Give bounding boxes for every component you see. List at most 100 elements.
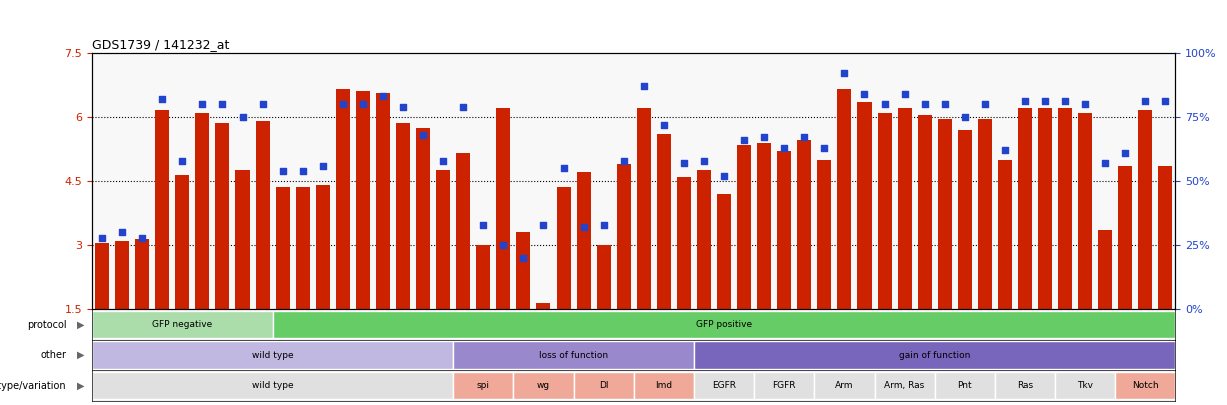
Bar: [396, 123, 410, 309]
Point: [152, 96, 172, 102]
Bar: [978, 119, 991, 309]
Bar: [1115, 372, 1175, 399]
Text: wild type: wild type: [252, 381, 293, 390]
Point: [995, 147, 1015, 153]
Point: [113, 229, 133, 236]
Text: GFP positive: GFP positive: [696, 320, 752, 329]
Point: [233, 114, 253, 120]
Point: [1015, 98, 1034, 104]
Bar: [958, 130, 972, 309]
Bar: [1139, 111, 1152, 309]
Text: Ras: Ras: [1017, 381, 1033, 390]
Bar: [898, 108, 912, 309]
Text: gain of function: gain of function: [899, 351, 971, 360]
Bar: [677, 177, 691, 309]
Point: [92, 234, 112, 241]
Point: [353, 101, 373, 107]
Point: [875, 101, 894, 107]
Point: [293, 168, 313, 174]
Point: [714, 173, 734, 179]
Bar: [577, 173, 590, 309]
Bar: [92, 341, 453, 369]
Text: GFP negative: GFP negative: [152, 320, 212, 329]
Text: other: other: [40, 350, 66, 360]
Point: [1135, 98, 1155, 104]
Bar: [995, 372, 1055, 399]
Text: ▶: ▶: [77, 381, 85, 391]
Point: [393, 103, 412, 110]
Text: Notch: Notch: [1133, 381, 1158, 390]
Text: genotype/variation: genotype/variation: [0, 381, 66, 391]
Point: [454, 103, 474, 110]
Bar: [175, 175, 189, 309]
Bar: [1058, 108, 1072, 309]
Bar: [195, 113, 210, 309]
Bar: [456, 153, 470, 309]
Point: [1096, 160, 1115, 166]
Point: [614, 157, 633, 164]
Text: loss of function: loss of function: [539, 351, 609, 360]
Text: Arm, Ras: Arm, Ras: [885, 381, 925, 390]
Bar: [1098, 230, 1112, 309]
Bar: [255, 121, 270, 309]
Point: [1075, 101, 1094, 107]
Point: [272, 168, 292, 174]
Text: Dl: Dl: [599, 381, 609, 390]
Point: [894, 90, 914, 97]
Bar: [276, 188, 290, 309]
Point: [674, 160, 693, 166]
Point: [975, 101, 995, 107]
Bar: [453, 341, 694, 369]
Point: [755, 134, 774, 141]
Bar: [92, 311, 272, 339]
Point: [333, 101, 352, 107]
Point: [955, 114, 974, 120]
Point: [413, 132, 433, 138]
Bar: [697, 171, 710, 309]
Bar: [694, 372, 755, 399]
Text: wg: wg: [537, 381, 550, 390]
Bar: [877, 113, 892, 309]
Bar: [1038, 108, 1052, 309]
Bar: [935, 372, 995, 399]
Bar: [798, 141, 811, 309]
Bar: [496, 108, 510, 309]
Bar: [737, 145, 751, 309]
Bar: [557, 188, 571, 309]
Point: [373, 93, 393, 100]
Point: [433, 157, 453, 164]
Point: [493, 242, 513, 249]
Point: [594, 222, 614, 228]
Text: ▶: ▶: [77, 320, 85, 330]
Bar: [272, 311, 1175, 339]
Point: [1055, 98, 1075, 104]
Point: [634, 83, 654, 89]
Bar: [1055, 372, 1115, 399]
Point: [935, 101, 955, 107]
Text: Imd: Imd: [655, 381, 672, 390]
Bar: [757, 143, 772, 309]
Bar: [356, 91, 369, 309]
Text: protocol: protocol: [27, 320, 66, 330]
Point: [514, 255, 534, 261]
Text: spi: spi: [477, 381, 490, 390]
Text: Tkv: Tkv: [1077, 381, 1093, 390]
Point: [212, 101, 232, 107]
Bar: [216, 123, 229, 309]
Bar: [817, 160, 832, 309]
Point: [474, 222, 493, 228]
Text: FGFR: FGFR: [773, 381, 796, 390]
Point: [654, 122, 674, 128]
Bar: [694, 341, 1175, 369]
Bar: [637, 108, 650, 309]
Bar: [453, 372, 513, 399]
Point: [815, 145, 834, 151]
Point: [694, 157, 714, 164]
Bar: [476, 245, 491, 309]
Point: [734, 137, 753, 143]
Bar: [656, 134, 671, 309]
Bar: [937, 119, 952, 309]
Bar: [717, 194, 731, 309]
Point: [574, 224, 594, 230]
Bar: [858, 102, 871, 309]
